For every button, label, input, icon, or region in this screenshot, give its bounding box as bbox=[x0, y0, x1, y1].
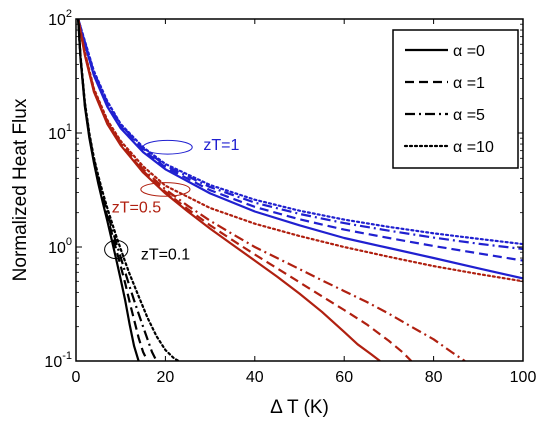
y-tick-label: 100 bbox=[48, 236, 72, 257]
series-line-0-alpha-1 bbox=[77, 19, 523, 262]
tick-layer: 0 20 40 60 80 100 10-1 100 101 102 bbox=[44, 8, 536, 386]
annotation-label-0: zT=1 bbox=[203, 137, 239, 154]
annotation-layer: zT=1 zT=0.5 zT=0.1 bbox=[112, 137, 240, 263]
x-tick-label: 0 bbox=[72, 369, 81, 386]
legend-label-2: α =5 bbox=[453, 107, 485, 124]
x-tick-label: 100 bbox=[510, 369, 537, 386]
y-tick-label: 10-1 bbox=[44, 350, 72, 371]
ellipse-layer bbox=[104, 139, 193, 260]
y-axis-title: Normalized Heat Flux bbox=[10, 98, 31, 281]
x-tick-label: 40 bbox=[246, 369, 264, 386]
y-tick-label: 102 bbox=[48, 8, 72, 29]
y-tick-label: 101 bbox=[48, 122, 72, 143]
legend-label-0: α =0 bbox=[453, 43, 485, 60]
legend-label-3: α =10 bbox=[453, 139, 494, 156]
series-line-1-alpha-1 bbox=[77, 19, 413, 361]
legend-label-1: α =1 bbox=[453, 75, 485, 92]
series-line-0-alpha-10 bbox=[77, 19, 523, 246]
annotation-label-2: zT=0.1 bbox=[141, 246, 190, 263]
annotation-ellipse-2 bbox=[104, 239, 129, 260]
series-layer bbox=[77, 19, 523, 361]
annotation-label-1: zT=0.5 bbox=[112, 200, 161, 217]
annotation-ellipse-0 bbox=[142, 139, 193, 155]
plot-frame bbox=[75, 18, 524, 362]
series-line-1-alpha-10 bbox=[77, 19, 523, 283]
series-line-2-alpha-5 bbox=[77, 19, 158, 361]
x-tick-label: 80 bbox=[425, 369, 443, 386]
series-line-2-alpha-0 bbox=[77, 19, 140, 361]
series-line-2-alpha-1 bbox=[77, 19, 149, 361]
series-line-2-alpha-10 bbox=[77, 19, 180, 361]
x-tick-label: 20 bbox=[157, 369, 175, 386]
x-axis-title: Δ T (K) bbox=[270, 397, 329, 418]
legend: α =0 α =1 α =5 α =10 bbox=[392, 29, 519, 169]
series-line-1-alpha-0 bbox=[77, 19, 381, 361]
series-line-0-alpha-0 bbox=[77, 19, 523, 280]
annotation-ellipse-1 bbox=[140, 182, 191, 197]
legend-box bbox=[392, 29, 519, 169]
x-tick-label: 60 bbox=[335, 369, 353, 386]
